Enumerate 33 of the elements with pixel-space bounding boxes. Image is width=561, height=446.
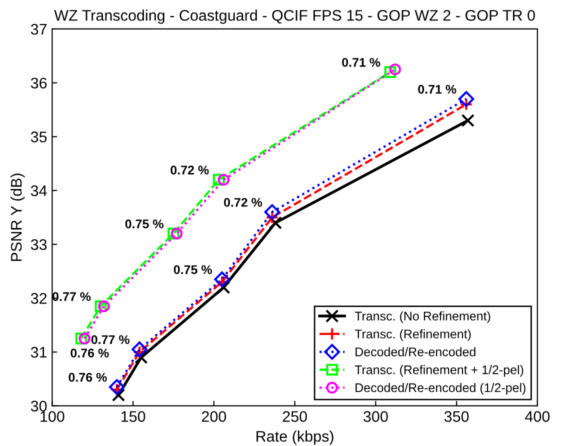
y-tick-label: 31 bbox=[30, 346, 47, 358]
legend-label: Decoded/Re-encoded bbox=[356, 347, 476, 356]
y-tick-label: 30 bbox=[30, 400, 47, 412]
y-tick-label: 37 bbox=[30, 24, 47, 35]
x-tick-label: 150 bbox=[121, 411, 146, 422]
annotation: 0.77 % bbox=[91, 335, 130, 344]
y-tick-label: 35 bbox=[30, 132, 47, 142]
x-tick-label: 250 bbox=[282, 411, 307, 422]
x-tick-label: 400 bbox=[525, 411, 550, 422]
x-tick-label: 350 bbox=[444, 411, 469, 422]
annotation: 0.77 % bbox=[52, 292, 91, 302]
y-axis-title: PSNR Y (dB) bbox=[10, 174, 25, 261]
legend-label: Transc. (Refinement) bbox=[354, 329, 471, 341]
annotation: 0.72 % bbox=[170, 166, 209, 174]
legend-label: Transc. (No Refinement) bbox=[354, 311, 490, 323]
y-tick-label: 33 bbox=[30, 239, 47, 250]
annotation: 0.71 % bbox=[418, 84, 456, 94]
annotation: 0.75 % bbox=[174, 265, 212, 274]
legend-label: Decoded/Re-encoded (1/2-pel) bbox=[356, 382, 526, 395]
y-tick-label: 36 bbox=[30, 78, 47, 89]
annotation: 0.76 % bbox=[68, 372, 107, 382]
annotation: 0.71 % bbox=[342, 58, 380, 67]
chart-title: WZ Transcoding - Coastguard - QCIF FPS 15 - GOP WZ 2 - GOP TR 0 bbox=[54, 10, 535, 24]
annotation: 0.76 % bbox=[70, 348, 109, 358]
x-axis-title: Rate (kbps) bbox=[256, 430, 334, 445]
annotation: 0.75 % bbox=[125, 219, 164, 228]
legend-label: Transc. (Refinement + 1/2-pel) bbox=[354, 365, 524, 377]
y-tick-label: 32 bbox=[30, 293, 47, 304]
x-tick-label: 300 bbox=[364, 411, 388, 422]
y-tick-label: 34 bbox=[30, 185, 47, 196]
annotation: 0.72 % bbox=[224, 198, 262, 207]
x-tick-label: 100 bbox=[40, 411, 64, 422]
x-tick-label: 200 bbox=[202, 411, 226, 422]
